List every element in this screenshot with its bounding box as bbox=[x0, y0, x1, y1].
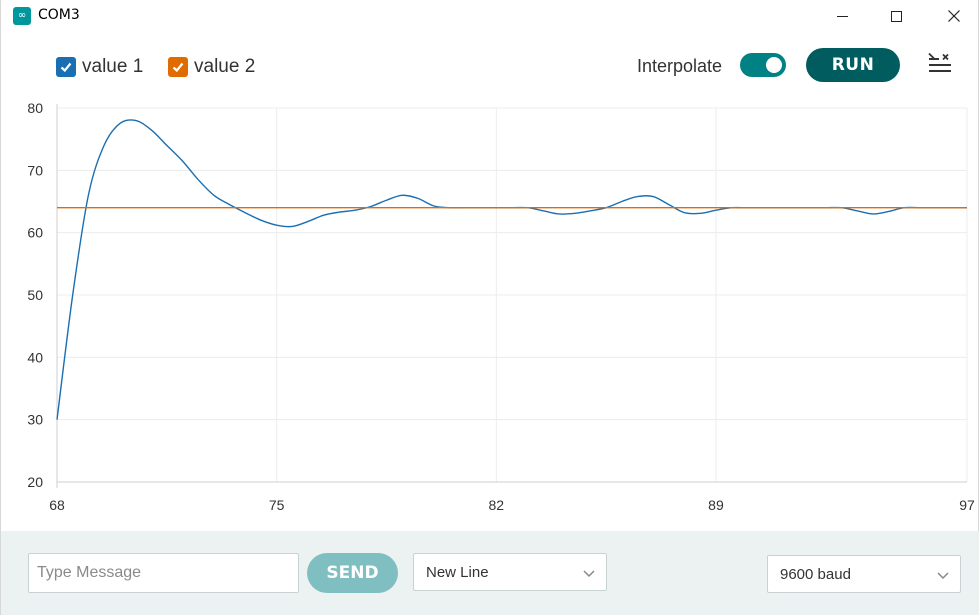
checkmark-icon bbox=[172, 62, 184, 73]
checkbox-value-2[interactable] bbox=[168, 57, 188, 77]
line-ending-value: New Line bbox=[426, 563, 489, 581]
run-button[interactable]: RUN bbox=[806, 48, 900, 82]
send-button[interactable]: SEND bbox=[307, 553, 398, 593]
arduino-app-icon: ∞ bbox=[13, 7, 31, 25]
series-line-value-1 bbox=[56, 119, 967, 420]
y-tick-label: 50 bbox=[27, 287, 43, 303]
x-tick-label: 75 bbox=[269, 497, 285, 513]
maximize-icon bbox=[890, 10, 902, 22]
maximize-button[interactable] bbox=[873, 0, 919, 32]
close-icon bbox=[948, 10, 960, 22]
legend-label-value-1: value 1 bbox=[82, 56, 144, 77]
interpolate-label: Interpolate bbox=[637, 56, 723, 76]
baud-rate-value: 9600 baud bbox=[780, 565, 851, 583]
chevron-down-icon bbox=[583, 570, 595, 578]
line-ending-select[interactable]: New Line bbox=[413, 553, 607, 591]
minimize-button[interactable] bbox=[819, 0, 865, 32]
line-chart: 80 70 60 50 40 30 20 68 75 82 89 97 bbox=[27, 100, 975, 513]
x-tick-label: 97 bbox=[959, 497, 975, 513]
minimize-icon bbox=[836, 15, 848, 17]
close-button[interactable] bbox=[931, 0, 977, 32]
baud-rate-select[interactable]: 9600 baud bbox=[767, 555, 961, 593]
y-tick-label: 60 bbox=[27, 225, 43, 241]
message-bar: SEND New Line 9600 baud bbox=[1, 531, 979, 615]
chevron-down-icon bbox=[937, 572, 949, 580]
message-input[interactable] bbox=[28, 553, 299, 593]
legend-item-value-2[interactable]: value 2 bbox=[168, 56, 255, 78]
y-tick-label: 80 bbox=[27, 100, 43, 116]
toggle-knob bbox=[766, 57, 782, 73]
y-tick-label: 20 bbox=[27, 474, 43, 490]
legend-item-value-1[interactable]: value 1 bbox=[56, 56, 143, 78]
checkbox-value-1[interactable] bbox=[56, 57, 76, 77]
x-tick-label: 89 bbox=[708, 497, 724, 513]
y-tick-label: 40 bbox=[27, 349, 43, 365]
clear-button[interactable] bbox=[926, 52, 954, 78]
title-bar: ∞ COM3 bbox=[1, 0, 979, 32]
plotter-toolbar: value 1 value 2 Interpolate RUN bbox=[1, 38, 979, 94]
plot-area: 80 70 60 50 40 30 20 68 75 82 89 97 bbox=[1, 96, 979, 528]
window-title: COM3 bbox=[38, 7, 80, 23]
y-tick-label: 30 bbox=[27, 412, 43, 428]
interpolate-toggle[interactable] bbox=[740, 53, 786, 77]
x-tick-label: 68 bbox=[49, 497, 65, 513]
legend-label-value-2: value 2 bbox=[194, 56, 256, 77]
checkmark-icon bbox=[60, 62, 72, 73]
clear-list-icon bbox=[928, 52, 951, 72]
x-tick-label: 82 bbox=[489, 497, 505, 513]
y-tick-label: 70 bbox=[27, 162, 43, 178]
